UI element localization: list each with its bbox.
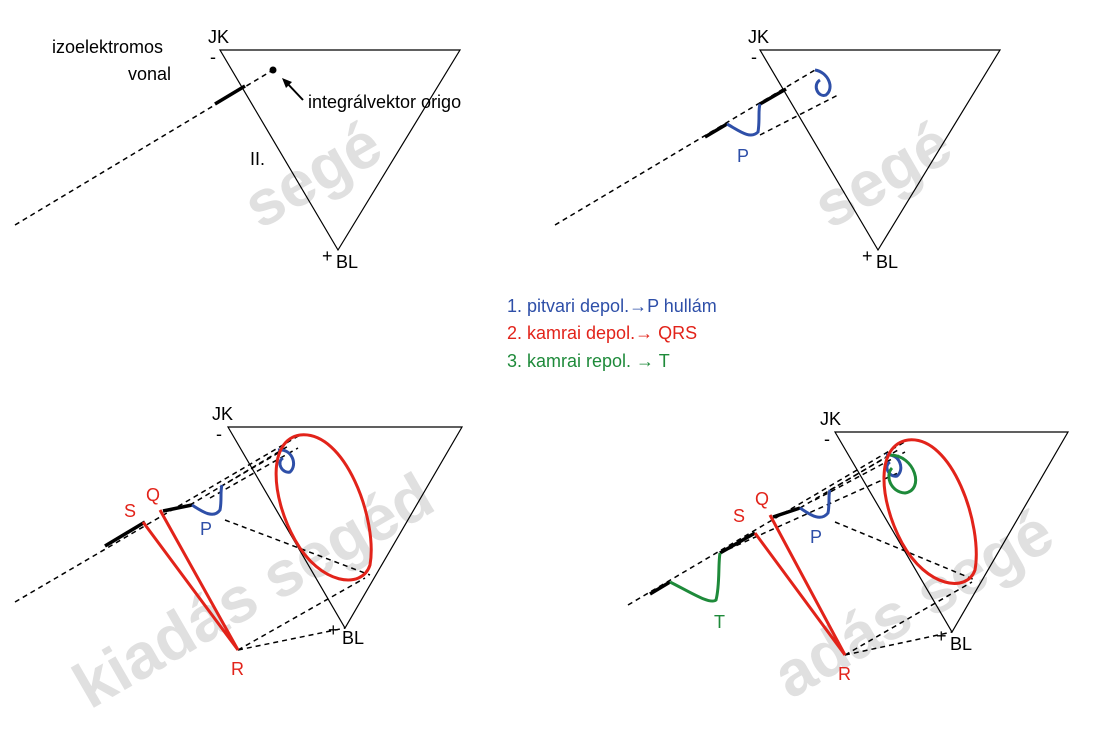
s-label: S [733, 506, 745, 526]
plus-label: + [322, 246, 333, 266]
projection-line [189, 444, 291, 506]
jk-label: JK [748, 27, 769, 47]
p-label: P [737, 146, 749, 166]
isoelectric-segment [214, 84, 246, 106]
minus-label: - [210, 47, 216, 67]
legend-item: 3. kamrai repol. → T [507, 351, 670, 371]
minus-label: - [751, 47, 757, 67]
bl-label: BL [950, 634, 972, 654]
r-label: R [838, 664, 851, 684]
arrow-head [282, 78, 292, 88]
bl-label: BL [336, 252, 358, 272]
jk-label: JK [212, 404, 233, 424]
jk-label: JK [208, 27, 229, 47]
q-label: Q [146, 485, 160, 505]
projection-line [844, 631, 953, 656]
plus-label: + [328, 620, 339, 640]
watermark: segé [231, 107, 393, 242]
einthoven-triangle [218, 49, 462, 252]
qrs-complex [753, 514, 847, 656]
isoelectric-segment [772, 506, 801, 519]
projection-line [237, 577, 366, 651]
q-label: Q [755, 489, 769, 509]
panel-1: segé JK - izoelektromos vonal integrálve… [14, 27, 462, 272]
projection-line [627, 439, 909, 606]
s-label: S [124, 501, 136, 521]
isoelectric-segment [104, 520, 146, 548]
p-label: P [810, 527, 822, 547]
projection-line [14, 434, 301, 603]
p-wave [726, 103, 762, 137]
label: integrálvektor origo [308, 92, 461, 112]
panel-4: adás segé JK - S Q P T R + BL [627, 409, 1070, 712]
jk-label: JK [820, 409, 841, 429]
p-loop [277, 448, 295, 474]
qrs-complex [141, 509, 240, 651]
p-loop [885, 453, 903, 478]
plus-label: + [936, 626, 947, 646]
einthoven-triangle [758, 49, 1002, 252]
lead-label: II. [250, 149, 265, 169]
panel-3: kiadás segéd JK - S Q P R + BL [14, 404, 464, 722]
minus-label: - [216, 424, 222, 444]
isoelectric-segment [704, 122, 728, 139]
projection-line [224, 519, 371, 576]
t-wave [669, 552, 722, 603]
bl-label: BL [876, 252, 898, 272]
label: izoelektromos [52, 37, 163, 57]
p-label: P [200, 519, 212, 539]
einthoven-triangle [833, 431, 1070, 634]
panel-2: segé JK - P + BL [554, 27, 1002, 272]
legend: 1. pitvari depol.→P hullám 2. kamrai dep… [507, 296, 717, 371]
projection-line [219, 451, 281, 488]
watermark: segé [801, 107, 963, 242]
projection-line [719, 471, 901, 554]
p-wave [191, 484, 224, 516]
legend-item: 1. pitvari depol.→P hullám [507, 296, 717, 316]
projection-line [844, 581, 973, 656]
projection-line [209, 447, 299, 499]
projection-line [829, 457, 886, 491]
legend-item: 2. kamrai depol.→ QRS [507, 323, 697, 343]
watermark: kiadás segéd [61, 459, 445, 722]
qrs-loop [274, 433, 373, 582]
qrs-loop [882, 438, 978, 585]
plus-label: + [862, 246, 873, 266]
bl-label: BL [342, 628, 364, 648]
projection-line [814, 451, 906, 501]
projection-line [834, 521, 976, 581]
p-wave [799, 489, 832, 519]
origin-dot [269, 66, 277, 74]
projection-line [759, 94, 839, 136]
einthoven-triangle [226, 426, 464, 630]
projection-line [237, 627, 346, 651]
label: vonal [128, 64, 171, 84]
t-label: T [714, 612, 725, 632]
isoelectric-segment [649, 580, 671, 596]
minus-label: - [824, 429, 830, 449]
t-loop [887, 453, 918, 495]
isoelectric-segment [162, 503, 193, 513]
isoelectric-segment [759, 87, 787, 106]
isoelectric-segment [719, 531, 756, 555]
p-loop [814, 68, 832, 97]
r-label: R [231, 659, 244, 679]
